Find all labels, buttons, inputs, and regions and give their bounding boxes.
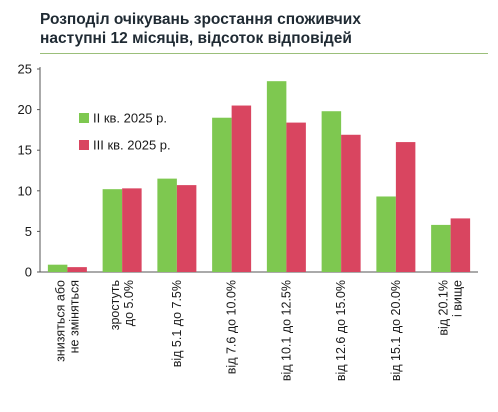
y-axis-ticks: 0 5 10 15 20 25 — [18, 62, 40, 280]
bar-q3-1 — [122, 188, 142, 272]
x-category-label-line: від 10.1 до 12.5% — [279, 280, 293, 381]
y-tick-label: 10 — [18, 183, 32, 198]
legend-label: III кв. 2025 р. — [93, 138, 171, 153]
x-category-label-line: і вище — [451, 280, 465, 317]
bar-q2-6 — [376, 196, 396, 272]
bar-q2-3 — [212, 117, 232, 272]
chart-title: Розподіл очікувань зростання споживчих н… — [40, 10, 480, 48]
y-tick-label: 0 — [25, 265, 32, 280]
bar-q3-4 — [286, 122, 306, 272]
y-tick-label: 5 — [25, 224, 32, 239]
x-category-label: зростуть до 5.0% — [108, 280, 136, 330]
legend: II кв. 2025 р. III кв. 2025 р. — [79, 111, 171, 153]
x-category-label: від 10.1 до 12.5% — [279, 280, 293, 381]
x-axis-categories: знизяться або не зміняться зростуть до 5.0%… — [53, 280, 464, 381]
legend-label: II кв. 2025 р. — [93, 111, 167, 126]
bar-q3-2 — [176, 185, 197, 272]
bars — [47, 81, 471, 273]
bar-q3-0 — [67, 267, 87, 272]
legend-swatch — [79, 140, 89, 150]
x-category-label-line: зростуть — [108, 280, 122, 330]
x-category-label-line: від 5.1 до 7.5% — [170, 280, 184, 367]
x-category-label-line: від 20.1% — [437, 280, 451, 336]
x-category-label: від 12.6 до 15.0% — [334, 280, 348, 381]
x-category-label-line: знизяться або — [53, 280, 67, 362]
x-category-label-line: від 12.6 до 15.0% — [334, 280, 348, 381]
chart-title-line-2: наступні 12 місяців, відсоток відповідей — [40, 30, 352, 47]
x-category-label: від 7.6 до 10.0% — [225, 280, 239, 374]
bar-q3-7 — [450, 218, 471, 272]
x-category-label-line: від 7.6 до 10.0% — [225, 280, 239, 374]
x-category-label: від 20.1% і вище — [437, 280, 465, 336]
x-category-label: від 15.1 до 20.0% — [389, 280, 403, 381]
y-tick-label: 25 — [18, 62, 32, 77]
x-category-label-line: не зміняться — [67, 280, 81, 353]
legend-swatch — [79, 113, 89, 123]
y-tick-label: 15 — [18, 143, 32, 158]
bar-q3-5 — [341, 134, 361, 272]
bar-q2-4 — [266, 81, 287, 273]
bar-q2-0 — [47, 264, 68, 272]
bar-q2-1 — [102, 189, 123, 272]
y-tick-label: 20 — [18, 102, 32, 117]
x-category-label: знизяться або не зміняться — [53, 280, 81, 362]
x-category-label-line: від 15.1 до 20.0% — [389, 280, 403, 381]
bar-q2-5 — [321, 111, 342, 272]
bar-q2-2 — [157, 178, 177, 272]
bar-q3-6 — [395, 142, 416, 272]
bar-q2-7 — [431, 224, 451, 272]
title-divider — [40, 53, 488, 54]
x-category-label: від 5.1 до 7.5% — [170, 280, 184, 367]
bar-q3-3 — [231, 105, 252, 272]
x-category-label-line: до 5.0% — [122, 280, 136, 326]
chart-title-line-1: Розподіл очікувань зростання споживчих — [40, 11, 361, 28]
